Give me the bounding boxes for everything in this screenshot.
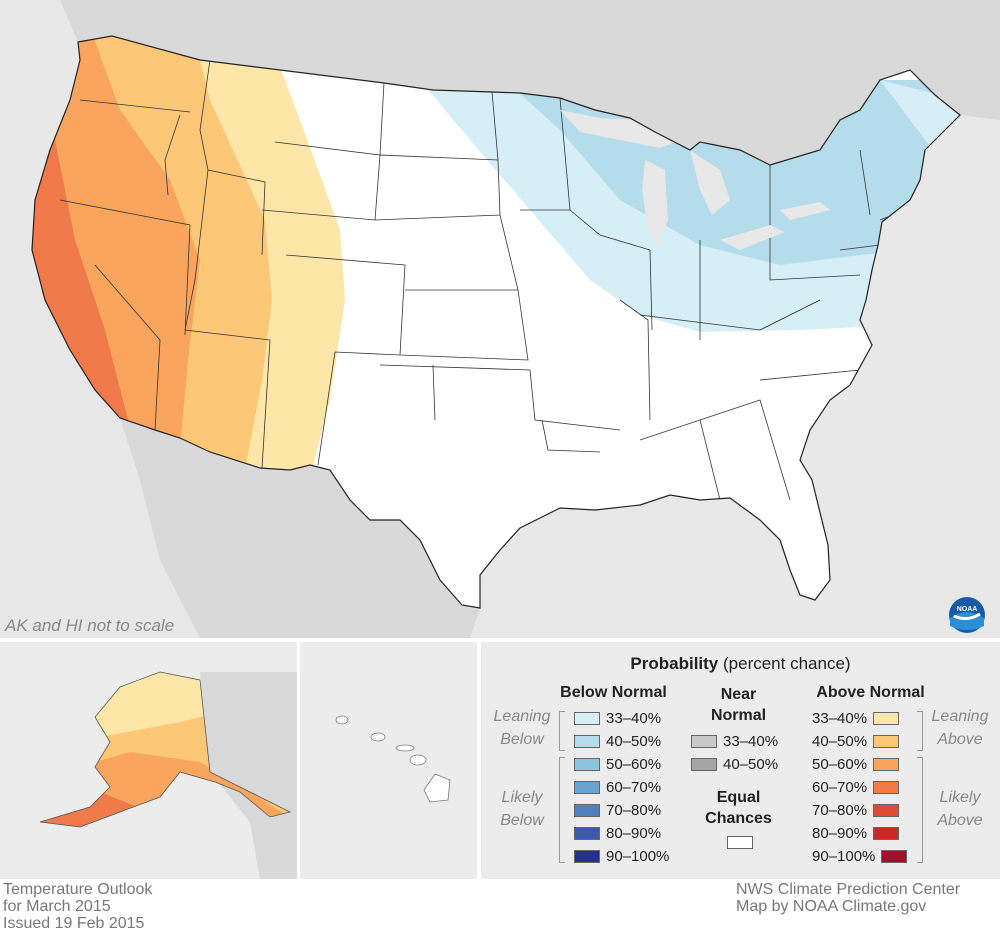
above-normal-swatch [873,735,900,748]
below-normal-swatch [574,804,600,817]
below-normal-row: 70–80% [574,802,661,819]
legend-title-rest: (percent chance) [723,654,851,673]
outlook-period: for March 2015 [3,898,111,915]
above-normal-swatch [873,781,900,794]
near-normal-row: 33–40% [691,733,778,750]
above-likely-label: Likely Above [937,789,983,829]
above-normal-label: 60–70% [812,779,868,796]
below-likely-bracket [559,757,565,863]
above-normal-label: 50–60% [812,756,868,773]
conus-map: AK and HI not to scale NOAA [0,0,1000,638]
legend-title-bold: Probability [630,654,719,673]
near-normal-swatch [691,758,717,771]
above-normal-row: 70–80% [812,802,900,819]
below-likely-label: Likely Below [500,789,544,829]
near-normal-row: 40–50% [691,756,778,773]
scale-note: AK and HI not to scale [5,616,175,635]
state-boundaries [59,59,931,501]
above-normal-row: 40–50% [812,733,900,750]
above-normal-label: 40–50% [812,733,868,750]
lake-ontario [780,202,830,220]
below-normal-label: 90–100% [606,848,670,865]
credit-cpc: NWS Climate Prediction Center [736,881,961,898]
above-leaning-bracket [917,711,923,751]
equal-chances-swatch [727,836,753,849]
above-normal-label: 90–100% [812,848,876,865]
lake-michigan [642,160,668,245]
legend: Probability (percent chance) Below Norma… [481,642,1000,879]
molokai-island [395,744,415,752]
above-normal-label: 70–80% [812,802,868,819]
below-normal-row: 50–60% [574,756,661,773]
above-normal-swatch [881,850,908,863]
below-leaning-label: Leaning Below [493,708,551,748]
below-normal-heading: Below Normal [560,684,667,701]
above-normal-row: 80–90% [812,825,900,842]
noaa-logo-text: NOAA [957,606,978,613]
below-normal-swatch [574,712,600,725]
alaska-inset [0,642,297,879]
near-normal-heading: Near Normal [710,686,767,724]
below-normal-label: 50–60% [606,756,662,773]
lake-erie [720,225,785,250]
below-normal-swatch [574,827,600,840]
credit-climate-gov: Map by NOAA Climate.gov [736,898,927,915]
above-normal-swatch [873,712,900,725]
above-leaning-label: Leaning Above [931,708,989,748]
below-normal-swatch [574,758,600,771]
above-normal-label: 33–40% [812,710,868,727]
above-normal-row: 60–70% [812,779,900,796]
above-normal-swatch [873,827,900,840]
below-normal-label: 80–90% [606,825,662,842]
below-normal-swatch [574,735,600,748]
near-normal-swatch [691,735,717,748]
below-normal-label: 60–70% [606,779,662,796]
below-normal-row: 40–50% [574,733,661,750]
above-normal-swatch [873,804,900,817]
below-leaning-bracket [559,711,565,751]
noaa-logo-icon: NOAA [949,597,985,633]
below-normal-row: 90–100% [574,848,669,865]
conus-map-svg [0,0,1000,638]
canada-land [0,0,1000,165]
above-60-70-region [32,36,128,470]
us-outline [31,35,961,609]
below-normal-label: 70–80% [606,802,662,819]
equal-chances-heading: Equal Chances [705,789,772,827]
near-normal-label: 33–40% [723,733,779,750]
above-normal-swatch [873,758,900,771]
big-island [423,773,451,803]
below-normal-label: 33–40% [606,710,662,727]
above-normal-row: 33–40% [812,710,900,727]
kauai-island [335,715,349,725]
above-normal-heading: Above Normal [816,684,925,701]
lake-huron [690,150,730,215]
above-normal-row: 50–60% [812,756,900,773]
lake-superior [560,110,680,148]
above-normal-label: 80–90% [812,825,868,842]
hawaii-inset [300,642,477,879]
outlook-title: Temperature Outlook [3,881,153,898]
above-normal-row: 90–100% [812,848,908,865]
near-normal-label: 40–50% [723,756,779,773]
below-normal-swatch [574,781,600,794]
below-normal-row: 33–40% [574,710,661,727]
below-normal-swatch [574,850,600,863]
footer-right: NWS Climate Prediction Center Map by NOA… [736,881,960,915]
canada-yukon-land [200,672,297,879]
maui-island [409,754,427,766]
legend-title: Probability (percent chance) [481,654,1000,674]
alaska-outline [39,671,292,828]
below-normal-row: 60–70% [574,779,661,796]
below-normal-row: 80–90% [574,825,661,842]
alaska-map-svg [39,671,297,879]
issue-date: Issued 19 Feb 2015 [3,915,145,932]
footer-left: Temperature Outlook for March 2015 Issue… [3,881,152,932]
below-normal-label: 40–50% [606,733,662,750]
above-likely-bracket [917,757,923,863]
oahu-island [370,732,386,742]
hawaii-map-svg [335,715,451,803]
mexico-land [120,418,480,638]
